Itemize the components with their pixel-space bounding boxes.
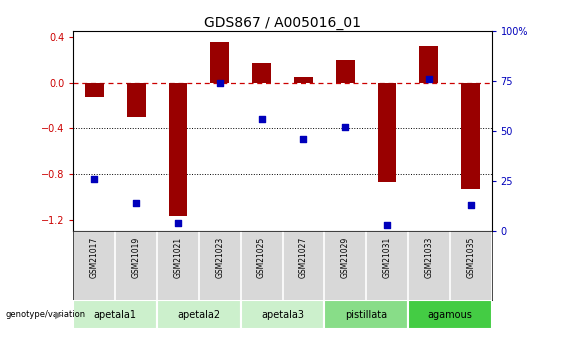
Text: GSM21017: GSM21017	[90, 237, 99, 278]
Point	[173, 220, 182, 226]
Bar	[324, 300, 408, 329]
Bar	[294, 77, 313, 82]
Text: GSM21029: GSM21029	[341, 237, 350, 278]
Point	[341, 124, 350, 130]
Text: GSM21021: GSM21021	[173, 237, 182, 278]
Text: ▶: ▶	[55, 310, 62, 320]
Point	[424, 76, 433, 82]
Bar	[336, 60, 355, 82]
Bar	[127, 82, 146, 117]
Point	[257, 116, 266, 122]
Bar	[157, 300, 241, 329]
Text: apetala1: apetala1	[94, 310, 137, 320]
Bar	[377, 82, 397, 182]
Bar	[252, 63, 271, 82]
Text: GSM21019: GSM21019	[132, 237, 141, 278]
Text: GSM21027: GSM21027	[299, 237, 308, 278]
Text: GSM21025: GSM21025	[257, 237, 266, 278]
Bar	[419, 46, 438, 82]
Point	[466, 203, 475, 208]
Text: GSM21023: GSM21023	[215, 237, 224, 278]
Text: GSM21033: GSM21033	[424, 237, 433, 278]
Bar	[168, 82, 188, 216]
Bar	[85, 82, 104, 97]
Text: GSM21035: GSM21035	[466, 237, 475, 278]
Bar	[210, 42, 229, 82]
Bar	[241, 300, 324, 329]
Text: apetala3: apetala3	[261, 310, 304, 320]
Point	[132, 200, 141, 206]
Point	[383, 223, 392, 228]
Point	[215, 80, 224, 86]
Text: apetala2: apetala2	[177, 310, 220, 320]
Text: genotype/variation: genotype/variation	[6, 310, 86, 319]
Text: agamous: agamous	[427, 310, 472, 320]
Point	[90, 176, 99, 182]
Text: GSM21031: GSM21031	[383, 237, 392, 278]
Bar	[461, 82, 480, 189]
Point	[299, 136, 308, 142]
Text: pistillata: pistillata	[345, 310, 387, 320]
Bar	[408, 300, 492, 329]
Bar	[73, 300, 157, 329]
Title: GDS867 / A005016_01: GDS867 / A005016_01	[204, 16, 361, 30]
